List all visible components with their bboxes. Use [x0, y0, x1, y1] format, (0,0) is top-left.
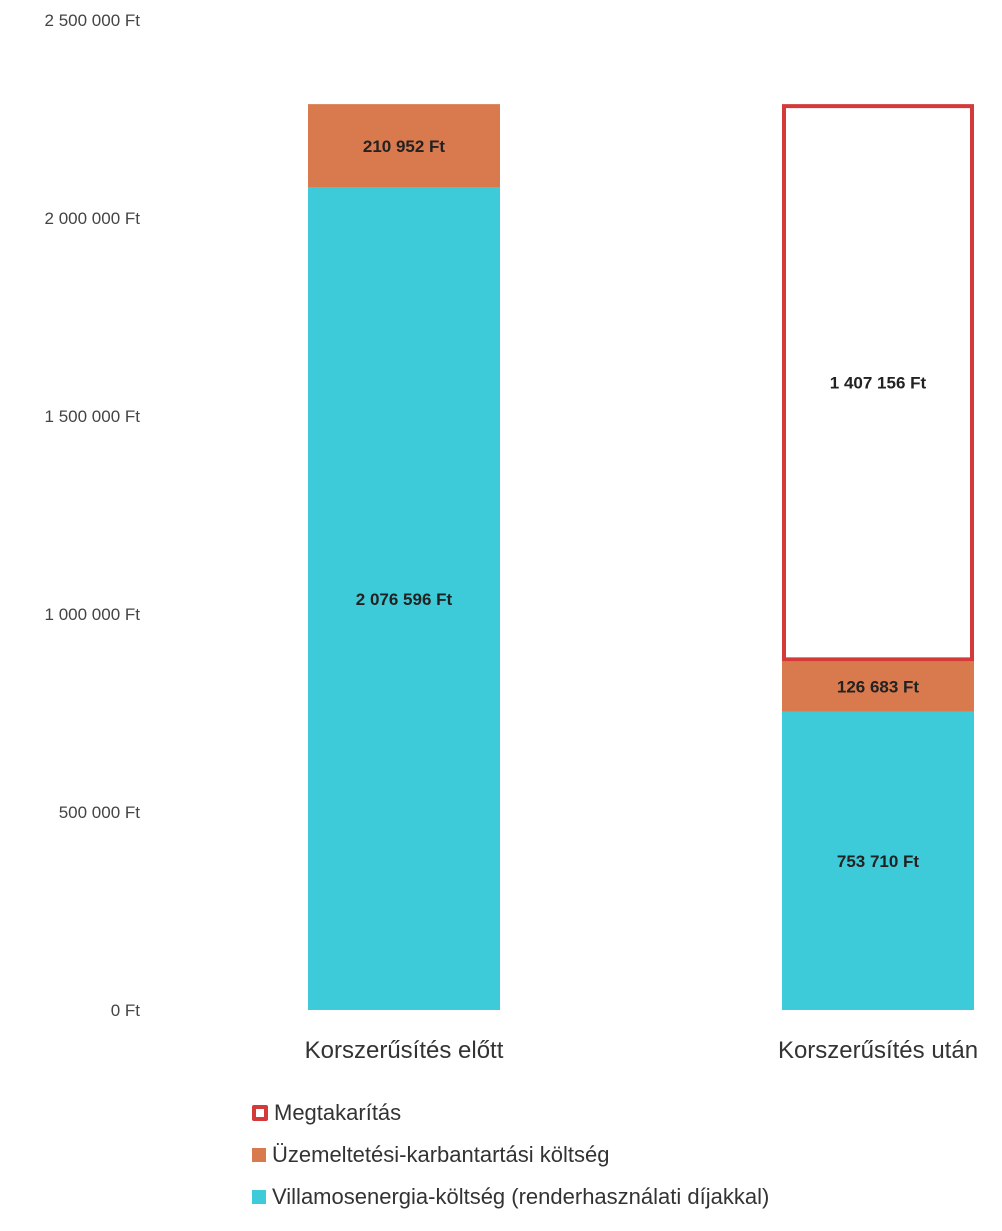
- y-tick-label: 1 500 000 Ft: [45, 407, 141, 426]
- category-label: Korszerűsítés után: [778, 1037, 978, 1064]
- y-tick-label: 2 500 000 Ft: [45, 11, 141, 30]
- data-label: 753 710 Ft: [837, 852, 920, 871]
- y-tick-label: 2 000 000 Ft: [45, 209, 141, 228]
- data-label: 126 683 Ft: [837, 677, 920, 696]
- legend-swatch-electricity: [252, 1190, 266, 1204]
- legend-label-electricity: Villamosenergia-költség (renderhasználat…: [272, 1184, 770, 1209]
- legend-item-maintenance: Üzemeltetési-karbantartási költség: [252, 1134, 769, 1176]
- legend-item-electricity: Villamosenergia-költség (renderhasználat…: [252, 1176, 769, 1218]
- bar-segment-electricity: [308, 187, 500, 1011]
- legend-swatch-maintenance: [252, 1148, 266, 1162]
- legend-label-maintenance: Üzemeltetési-karbantartási költség: [272, 1142, 610, 1167]
- bar-segment-maintenance: [308, 104, 500, 188]
- data-label: 1 407 156 Ft: [830, 374, 927, 393]
- legend-label-savings: Megtakarítás: [274, 1100, 402, 1125]
- stacked-bar-chart: 0 Ft 500 000 Ft 1 000 000 Ft 1 500 000 Ft 2 …: [45, 11, 979, 1064]
- data-label: 210 952 Ft: [363, 137, 446, 156]
- bar-segment-maintenance: [782, 661, 974, 712]
- y-tick-label: 1 000 000 Ft: [45, 605, 141, 624]
- category-label: Korszerűsítés előtt: [305, 1037, 504, 1064]
- bar-segment-savings: [782, 104, 974, 662]
- chart-legend: Megtakarítás Üzemeltetési-karbantartási …: [252, 1092, 769, 1218]
- y-tick-label: 0 Ft: [111, 1001, 141, 1020]
- y-tick-label: 500 000 Ft: [59, 803, 141, 822]
- bar-segment-electricity: [782, 711, 974, 1010]
- data-label: 2 076 596 Ft: [356, 590, 453, 609]
- legend-item-savings: Megtakarítás: [252, 1092, 769, 1134]
- legend-swatch-savings: [252, 1105, 268, 1121]
